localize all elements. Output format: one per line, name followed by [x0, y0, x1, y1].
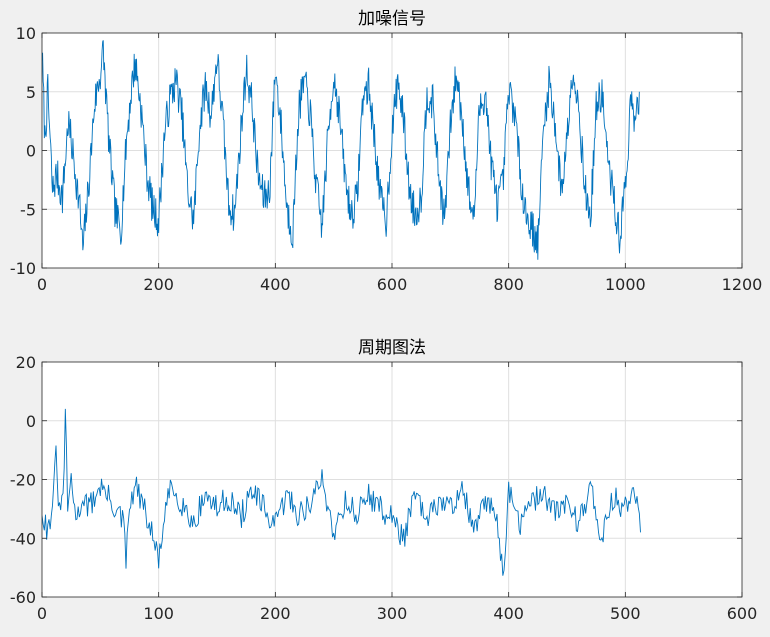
signal-series-line-0	[42, 40, 640, 260]
periodogram-xtick-label-0: 0	[37, 604, 47, 623]
signal-plot: 0 200 400 600 800 1000 1200 -10 -5 0 5 10 加噪信号	[10, 9, 763, 294]
periodogram-ytick-label-4: 20	[16, 353, 36, 372]
periodogram-ytick-label-1: -40	[10, 529, 36, 548]
signal-ytick-label-3: 5	[26, 83, 36, 102]
signal-xtick-label-6: 1200	[722, 275, 763, 294]
periodogram-xtick-label-6: 600	[727, 604, 758, 623]
signal-ytick-label-0: -10	[10, 259, 36, 278]
periodogram-ytick-label-3: 0	[26, 412, 36, 431]
signal-ytick-label-1: -5	[20, 200, 36, 219]
signal-xtick-label-4: 800	[493, 275, 524, 294]
periodogram-xtick-label-3: 300	[377, 604, 408, 623]
periodogram-xtick-label-1: 100	[143, 604, 174, 623]
periodogram-plot: 0 100 200 300 400 500 600 -60 -40 -20 0 20 周期图法	[10, 338, 757, 623]
signal-xtick-label-0: 0	[37, 275, 47, 294]
signal-xtick-label-5: 1000	[605, 275, 646, 294]
periodogram-xtick-label-4: 400	[493, 604, 524, 623]
signal-ytick-label-4: 10	[16, 24, 36, 43]
signal-xtick-label-1: 200	[143, 275, 174, 294]
signal-ytick-label-2: 0	[26, 142, 36, 161]
periodogram-ytick-label-2: -20	[10, 471, 36, 490]
periodogram-ytick-label-0: -60	[10, 588, 36, 607]
signal-xtick-label-2: 400	[260, 275, 291, 294]
signal-title: 加噪信号	[358, 9, 426, 29]
periodogram-xtick-label-2: 200	[260, 604, 291, 623]
periodogram-xtick-label-5: 500	[610, 604, 641, 623]
periodogram-series-line-0	[42, 408, 641, 576]
signal-xtick-label-3: 600	[377, 275, 408, 294]
periodogram-title: 周期图法	[358, 338, 426, 358]
